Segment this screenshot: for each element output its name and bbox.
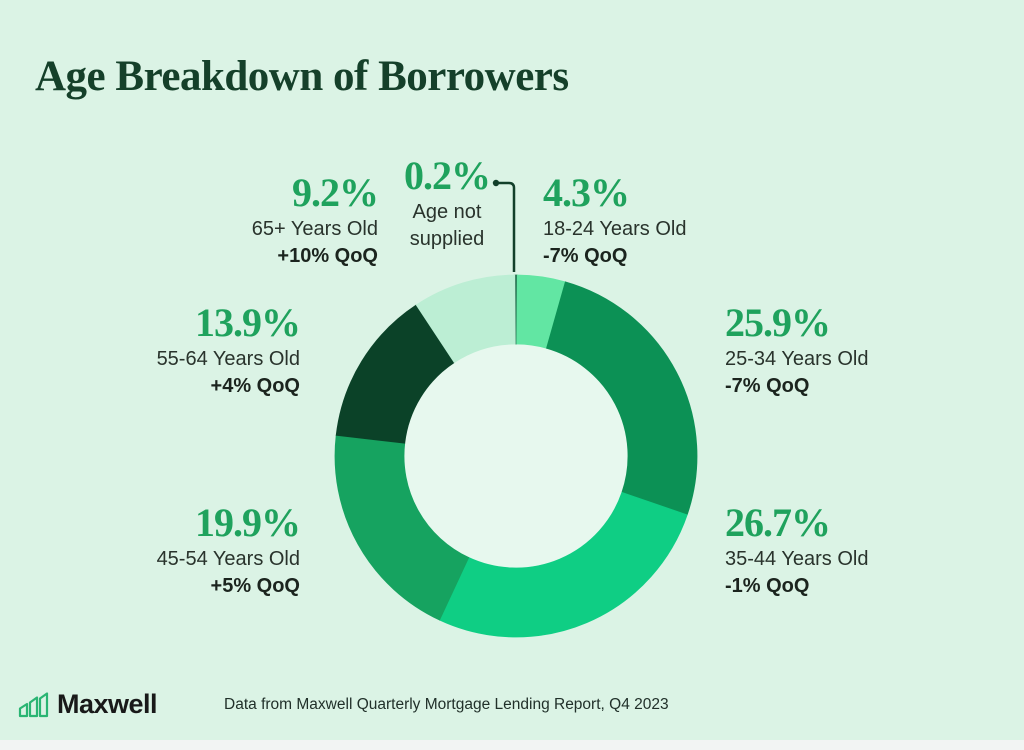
donut-segment-35-44-years-old [438,491,688,638]
brand-wordmark: Maxwell [57,689,158,719]
donut-segment-25-34-years-old [546,281,698,516]
pct-45-54: 19.9% [195,500,301,545]
page-title: Age Breakdown of Borrowers [35,53,569,100]
label-35-44: 26.7% 35-44 Years Old -1% QoQ [725,500,868,600]
label-45-54: 19.9% 45-54 Years Old +5% QoQ [156,500,301,600]
age-18-24: 18-24 Years Old [543,218,687,240]
label-55-64: 13.9% 55-64 Years Old +4% QoQ [156,300,301,400]
donut-segment-55-64-years-old [335,304,455,444]
donut-segment-18-24-years-old [516,274,566,349]
label-age-not-supplied: 0.2% Age not supplied [396,153,498,253]
maxwell-logo-icon [18,691,49,717]
source-caption: Data from Maxwell Quarterly Mortgage Len… [224,695,669,713]
label-65plus: 9.2% 65+ Years Old +10% QoQ [251,170,379,270]
donut-hole [404,344,628,568]
label-18-24: 4.3% 18-24 Years Old -7% QoQ [543,170,686,270]
leader-path [499,181,516,272]
qoq-65plus: +10% QoQ [277,245,378,267]
pct-35-44: 26.7% [725,500,831,545]
pct-age-not-supplied: 0.2% [404,153,491,198]
age-35-44: 35-44 Years Old [725,548,869,570]
pct-18-24: 4.3% [543,170,630,215]
age-45-54: 45-54 Years Old [156,548,300,570]
age-55-64: 55-64 Years Old [156,348,300,370]
donut-segment-65-years-old [415,274,516,364]
qoq-25-34: -7% QoQ [725,375,810,397]
footer: Maxwell Data from Maxwell Quarterly Mort… [18,689,669,720]
qoq-55-64: +4% QoQ [210,375,300,397]
age-65plus: 65+ Years Old [251,218,378,240]
age-25-34: 25-34 Years Old [725,348,869,370]
label-25-34: 25.9% 25-34 Years Old -7% QoQ [725,300,868,400]
qoq-45-54: +5% QoQ [210,575,300,597]
pct-65plus: 9.2% [292,170,379,215]
qoq-18-24: -7% QoQ [543,245,628,267]
age-not-supplied-text: Age not supplied [409,201,485,250]
bottom-edge-strip [0,740,1024,750]
donut-segment-45-54-years-old [334,434,470,621]
qoq-35-44: -1% QoQ [725,575,810,597]
pct-55-64: 13.9% [195,300,301,345]
pct-25-34: 25.9% [725,300,831,345]
donut-segment-age-not-supplied [514,274,518,345]
